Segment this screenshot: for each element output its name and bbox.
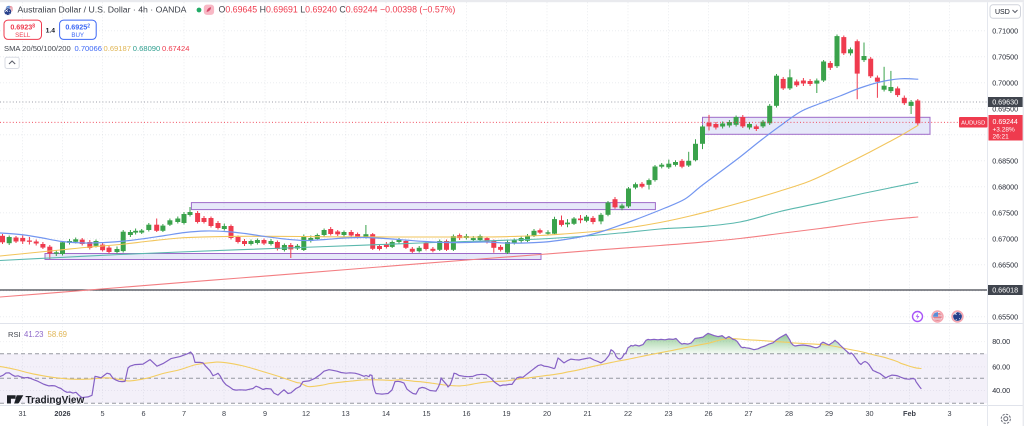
- svg-text:RSI: RSI: [8, 330, 21, 339]
- svg-text:26: 26: [704, 409, 712, 418]
- svg-text:22: 22: [624, 409, 632, 418]
- svg-text:Feb: Feb: [903, 409, 917, 418]
- svg-text:0.67424: 0.67424: [162, 44, 189, 53]
- svg-text:60.00: 60.00: [992, 363, 1010, 372]
- svg-text:80.00: 80.00: [992, 337, 1010, 346]
- svg-text:0.66018: 0.66018: [992, 286, 1018, 295]
- svg-text:0.70066: 0.70066: [75, 44, 102, 53]
- svg-text:1.4: 1.4: [46, 27, 56, 34]
- svg-text:2026: 2026: [54, 409, 70, 418]
- svg-text:0.66500: 0.66500: [992, 260, 1018, 269]
- svg-text:16: 16: [462, 409, 470, 418]
- svg-text:0.67000: 0.67000: [992, 234, 1018, 243]
- svg-text:12: 12: [302, 409, 310, 418]
- svg-text:0.68500: 0.68500: [992, 156, 1018, 165]
- svg-text:20: 20: [543, 409, 551, 418]
- svg-text:SMA 20/50/100/200: SMA 20/50/100/200: [4, 44, 71, 53]
- svg-text:7: 7: [182, 409, 186, 418]
- svg-text:0.70000: 0.70000: [992, 78, 1018, 87]
- svg-text:0.65500: 0.65500: [992, 312, 1018, 321]
- svg-text:31: 31: [18, 409, 26, 418]
- svg-text:26:21: 26:21: [993, 134, 1010, 141]
- svg-text:3: 3: [947, 409, 951, 418]
- svg-text:0.68000: 0.68000: [992, 182, 1018, 191]
- svg-text:0.69630: 0.69630: [992, 98, 1018, 107]
- svg-text:0.68090: 0.68090: [133, 44, 160, 53]
- svg-text:O0.69645 H0.69691 L0.69240 C0.: O0.69645 H0.69691 L0.69240 C0.69244 −0.0…: [219, 5, 456, 15]
- svg-text:TradingView: TradingView: [26, 395, 85, 406]
- svg-text:27: 27: [744, 409, 752, 418]
- svg-text:30: 30: [865, 409, 873, 418]
- svg-text:28: 28: [785, 409, 793, 418]
- svg-text:0.70500: 0.70500: [992, 52, 1018, 61]
- svg-text:0.69187: 0.69187: [104, 44, 131, 53]
- svg-text:0.69238: 0.69238: [10, 22, 35, 31]
- svg-text:USD: USD: [995, 9, 1010, 16]
- svg-text:Australian Dollar / U.S. Dolla: Australian Dollar / U.S. Dollar · 4h · O…: [18, 5, 187, 15]
- svg-text:0.67500: 0.67500: [992, 208, 1018, 217]
- svg-text:0.69500: 0.69500: [992, 104, 1018, 113]
- svg-text:9: 9: [263, 409, 267, 418]
- svg-text:SELL: SELL: [15, 32, 31, 39]
- svg-text:+3.28%: +3.28%: [993, 127, 1015, 134]
- svg-text:8: 8: [222, 409, 226, 418]
- svg-text:BUY: BUY: [71, 32, 84, 39]
- svg-text:0.69252: 0.69252: [65, 22, 90, 31]
- svg-text:15: 15: [422, 409, 430, 418]
- svg-text:23: 23: [664, 409, 672, 418]
- svg-text:29: 29: [825, 409, 833, 418]
- svg-text:40.00: 40.00: [992, 386, 1010, 395]
- svg-text:21: 21: [583, 409, 591, 418]
- svg-text:58.69: 58.69: [48, 330, 68, 339]
- svg-text:6: 6: [141, 409, 145, 418]
- svg-text:13: 13: [342, 409, 350, 418]
- svg-text:5: 5: [100, 409, 104, 418]
- svg-text:0.69244: 0.69244: [993, 119, 1018, 126]
- svg-text:19: 19: [502, 409, 510, 418]
- svg-text:41.23: 41.23: [24, 330, 44, 339]
- svg-text:0.71000: 0.71000: [992, 26, 1018, 35]
- svg-text:14: 14: [382, 409, 390, 418]
- svg-text:AUDUSD: AUDUSD: [961, 121, 985, 127]
